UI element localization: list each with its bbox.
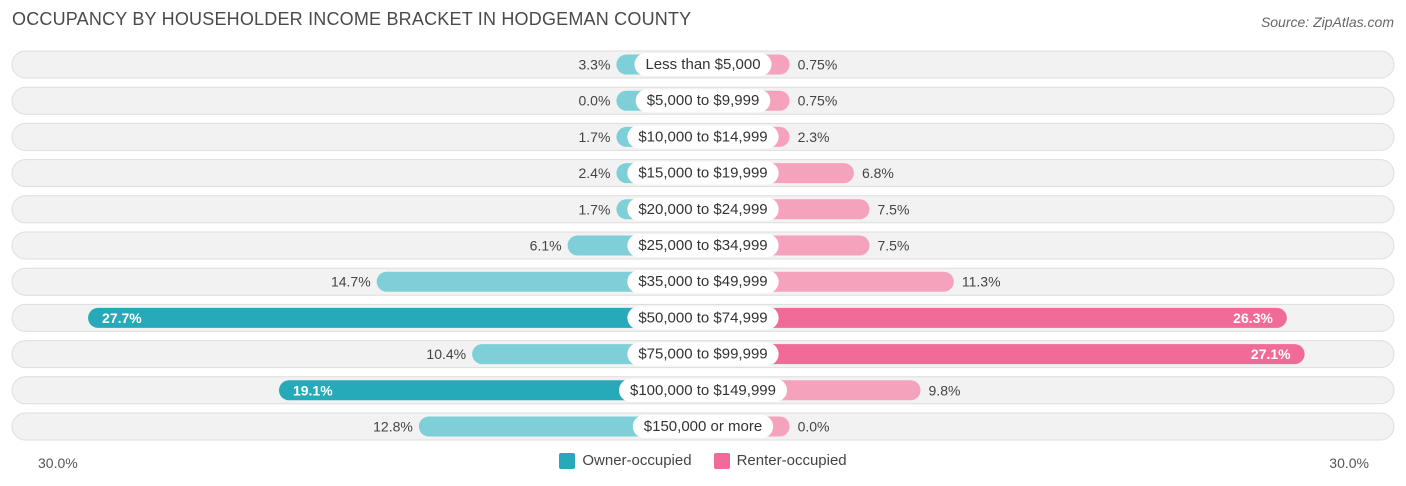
owner-bar [278, 380, 703, 401]
legend-owner-label: Owner-occupied [582, 452, 692, 469]
category-label: $20,000 to $24,999 [638, 201, 767, 218]
category-pill [635, 89, 771, 113]
owner-value-label: 3.3% [578, 57, 610, 73]
owner-value-label: 19.1% [293, 382, 333, 398]
category-pill [627, 342, 779, 366]
category-label: $75,000 to $99,999 [638, 346, 767, 363]
renter-value-label: 0.75% [798, 57, 838, 73]
renter-value-label: 26.3% [1233, 310, 1273, 326]
category-label: $100,000 to $149,999 [630, 382, 776, 399]
renter-value-label: 0.0% [798, 419, 830, 435]
legend-item-renter[interactable]: Renter-occupied [713, 452, 847, 469]
legend-renter-label: Renter-occupied [736, 452, 847, 469]
owner-value-label: 12.8% [373, 419, 413, 435]
category-label: $35,000 to $49,999 [638, 273, 767, 290]
chart-title: OCCUPANCY BY HOUSEHOLDER INCOME BRACKET … [12, 9, 692, 29]
category-pill [632, 415, 774, 438]
chart-source: Source: ZipAtlas.com [1260, 14, 1394, 30]
renter-value-label: 6.8% [862, 165, 894, 181]
renter-swatch [713, 452, 730, 469]
category-label: $10,000 to $14,999 [638, 128, 767, 145]
category-pill [627, 125, 779, 149]
owner-value-label: 0.0% [578, 93, 610, 109]
renter-value-label: 11.3% [962, 274, 1001, 290]
category-pill [619, 378, 787, 402]
renter-bar [703, 307, 1287, 328]
owner-swatch [559, 452, 576, 469]
category-label: $50,000 to $74,999 [638, 309, 767, 326]
legend: Owner-occupied Renter-occupied [0, 452, 1406, 469]
owner-bar [88, 307, 703, 328]
owner-value-label: 10.4% [426, 346, 466, 362]
category-label: $5,000 to $9,999 [647, 92, 760, 109]
category-label: $150,000 or more [644, 418, 762, 435]
renter-value-label: 7.5% [878, 201, 910, 217]
owner-value-label: 1.7% [578, 201, 610, 217]
axis-right-label: 30.0% [1329, 455, 1369, 471]
owner-value-label: 1.7% [578, 129, 610, 145]
renter-value-label: 9.8% [929, 382, 961, 398]
category-pill [627, 270, 779, 294]
category-label: $15,000 to $19,999 [638, 165, 767, 182]
owner-value-label: 14.7% [331, 274, 371, 290]
owner-bar [418, 416, 703, 437]
renter-value-label: 2.3% [798, 129, 830, 145]
owner-value-label: 27.7% [102, 310, 142, 326]
category-pill [627, 161, 779, 185]
category-pill [627, 234, 779, 257]
category-pill [627, 306, 779, 330]
renter-bar [703, 344, 1305, 365]
category-label: Less than $5,000 [645, 56, 760, 73]
renter-value-label: 7.5% [878, 238, 910, 254]
owner-value-label: 6.1% [530, 238, 562, 254]
category-pill [627, 197, 779, 221]
owner-value-label: 2.4% [578, 165, 610, 181]
renter-value-label: 27.1% [1251, 346, 1291, 362]
category-label: $25,000 to $34,999 [638, 237, 767, 254]
category-pill [634, 53, 772, 76]
axis-left-label: 30.0% [38, 455, 78, 471]
owner-bar [376, 271, 703, 292]
legend-item-owner[interactable]: Owner-occupied [559, 452, 692, 469]
renter-value-label: 0.75% [798, 93, 838, 109]
